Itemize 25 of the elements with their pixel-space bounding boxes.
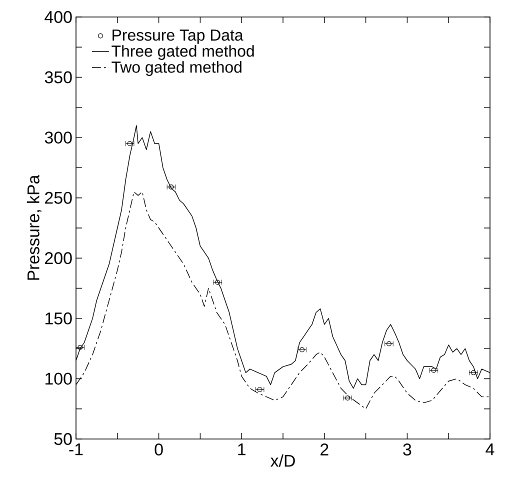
point: [257, 387, 262, 392]
y-tick-label: 400: [44, 10, 72, 23]
x-tick-label: 4: [486, 444, 494, 456]
y-tick-label: 350: [44, 71, 72, 84]
y-tick-label: 250: [45, 192, 72, 204]
x-tick-label: -1: [69, 444, 83, 456]
x-axis-title: x/D: [270, 454, 295, 467]
y-tick-label: 100: [46, 372, 72, 385]
x-tick-label: 2: [320, 444, 328, 456]
y-tick-label: 150: [46, 312, 72, 324]
point: [127, 141, 132, 146]
legend-label: Three gated method: [112, 45, 254, 60]
legend-label: Pressure Tap Data: [112, 30, 244, 44]
point: [470, 370, 476, 376]
y-tick-label: 200: [45, 252, 72, 264]
point: [168, 184, 174, 190]
y-tick-label: 300: [44, 132, 72, 144]
y-axis-title: Pressure, kPa: [26, 174, 42, 280]
point: [345, 396, 350, 401]
legend-label: Two gated method: [112, 61, 242, 76]
x-tick-label: 0: [154, 444, 163, 456]
y-tick-label: 50: [54, 433, 72, 445]
x-tick-label: 1: [238, 444, 246, 456]
point: [78, 344, 83, 350]
x-tick-label: 3: [403, 444, 412, 456]
